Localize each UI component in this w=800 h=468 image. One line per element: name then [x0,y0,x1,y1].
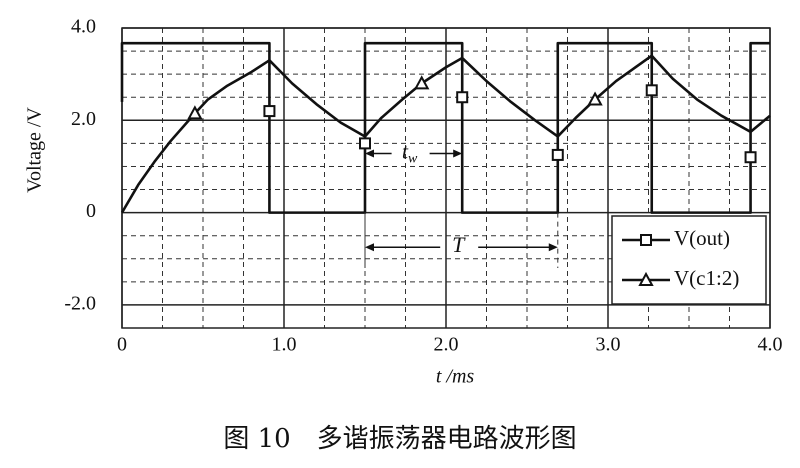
y-tick-label: -2.0 [64,293,96,315]
x-tick-label: 3.0 [596,334,621,356]
x-tick-label: 2.0 [434,334,459,356]
annotation: tw [365,139,463,167]
marker [187,105,203,120]
annotation-main: t [402,139,409,164]
y-tick-label: 0 [86,200,96,222]
x-tick-label: 0 [117,334,127,356]
x-tick-label: 1.0 [272,334,297,356]
marker [587,91,603,106]
x-axis-label: t /ms [436,366,475,388]
annotation-text: tw [402,139,418,167]
series-line [120,54,771,214]
marker [744,151,757,164]
marker [263,105,276,118]
marker [551,148,564,161]
marker [456,91,469,104]
annotation-text: T [452,232,466,257]
legend-label: V(c1:2) [674,266,739,290]
arrow-head [453,149,463,158]
y-axis-label: Voltage /V [24,107,46,193]
legend: V(out) V(c1:2) [611,215,767,305]
arrow-head [548,243,558,252]
legend-box [611,215,767,305]
plot-frame [121,27,771,329]
series-line [120,41,770,214]
legend-label: V(out) [674,226,730,250]
marker [638,271,654,286]
annotation: T [365,232,558,257]
arrow-head [365,149,374,158]
y-tick-label: 2.0 [71,108,96,130]
annotation-subscript: w [408,152,418,167]
annotation-main: T [452,232,466,257]
marker [645,84,658,97]
x-tick-label: 4.0 [758,334,783,356]
marker [414,75,430,90]
marker [640,234,652,246]
caption: 图 10 多谐振荡器电路波形图 [223,424,576,454]
y-tick-label: 4.0 [71,16,96,38]
arrow-head [365,243,374,252]
marker [359,137,371,150]
